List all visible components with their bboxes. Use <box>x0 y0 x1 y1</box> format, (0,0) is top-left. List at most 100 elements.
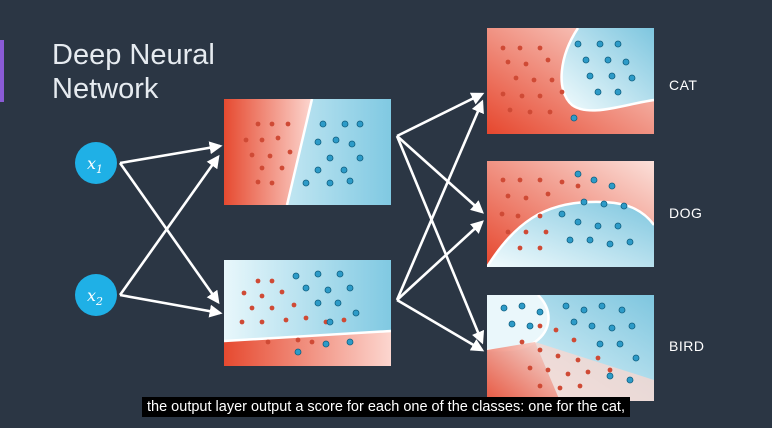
red-point <box>553 327 559 333</box>
red-point <box>500 177 506 183</box>
blue-point <box>614 222 622 230</box>
red-point <box>279 165 285 171</box>
blue-point <box>562 302 570 310</box>
blue-point <box>294 348 302 356</box>
red-point <box>545 191 551 197</box>
blue-point <box>348 140 356 148</box>
blue-points-h1 <box>302 120 364 187</box>
output-panel-dog <box>487 161 654 267</box>
red-point <box>255 121 261 127</box>
red-point <box>505 59 511 65</box>
red-point <box>285 121 291 127</box>
red-point <box>279 289 285 295</box>
arrow-h1-o1 <box>396 92 485 138</box>
red-point <box>523 229 529 235</box>
red-point <box>275 135 281 141</box>
blue-point <box>614 88 622 96</box>
blue-point <box>314 270 322 278</box>
output-panel-cat <box>487 28 654 134</box>
blue-point <box>326 179 334 187</box>
blue-point <box>558 210 566 218</box>
red-points-h2 <box>239 278 347 345</box>
red-point <box>537 245 543 251</box>
red-point <box>295 337 301 343</box>
blue-point <box>588 322 596 330</box>
red-point <box>537 323 543 329</box>
blue-point <box>606 372 614 380</box>
blue-point <box>608 182 616 190</box>
arrow-h2-o3 <box>396 298 485 352</box>
blue-point <box>508 320 516 328</box>
blue-point <box>302 284 310 292</box>
red-point <box>259 293 265 299</box>
blue-point <box>574 40 582 48</box>
red-point <box>537 45 543 51</box>
title-line-1: Deep Neural <box>52 39 215 71</box>
red-point <box>575 183 581 189</box>
red-point <box>283 317 289 323</box>
red-point <box>500 91 506 97</box>
blue-point <box>518 302 526 310</box>
blue-point <box>326 154 334 162</box>
input-node-x1: x1 <box>75 142 117 184</box>
red-point <box>517 177 523 183</box>
blue-points-o2 <box>558 170 634 248</box>
arrow-h1-o3 <box>395 135 485 345</box>
blue-point <box>574 218 582 226</box>
red-point <box>507 107 513 113</box>
blue-point <box>574 170 582 178</box>
blue-point <box>340 166 348 174</box>
blue-point <box>614 40 622 48</box>
blue-point <box>336 270 344 278</box>
arrow-x1-h2 <box>118 162 220 305</box>
caption-text: the output layer output a score for each… <box>142 397 630 417</box>
red-point <box>505 229 511 235</box>
red-point <box>291 302 297 308</box>
blue-point <box>324 286 332 294</box>
red-points-h1 <box>243 121 293 186</box>
blue-point <box>500 304 508 312</box>
red-point <box>607 367 613 373</box>
red-point <box>241 290 247 296</box>
blue-point <box>598 302 606 310</box>
red-point <box>341 317 347 323</box>
blue-point <box>632 354 640 362</box>
red-points-o1 <box>500 45 565 115</box>
blue-point <box>314 299 322 307</box>
red-point <box>595 355 601 361</box>
blue-points-o3 <box>500 302 640 384</box>
blue-point <box>586 236 594 244</box>
blue-point <box>586 72 594 80</box>
hidden-panel-2 <box>224 260 391 366</box>
blue-point <box>292 272 300 280</box>
blue-point <box>596 340 604 348</box>
output-label-bird: BIRD <box>669 338 704 354</box>
red-point <box>565 371 571 377</box>
blue-point <box>608 72 616 80</box>
video-caption: the output layer output a score for each… <box>0 397 772 417</box>
blue-point <box>594 222 602 230</box>
input-x2-base: x <box>87 286 96 305</box>
red-point <box>537 93 543 99</box>
red-point <box>249 305 255 311</box>
red-point <box>549 77 555 83</box>
blue-point <box>302 179 310 187</box>
red-points-o2 <box>499 177 581 251</box>
red-point <box>559 89 565 95</box>
red-point <box>537 383 543 389</box>
slide-title: Deep Neural Network <box>52 38 312 106</box>
red-point <box>269 180 275 186</box>
red-point <box>517 45 523 51</box>
arrow-h1-o2 <box>396 135 484 214</box>
output-panel-bird <box>487 295 654 401</box>
red-point <box>527 109 533 115</box>
red-point <box>287 149 293 155</box>
arrow-h2-o1 <box>395 99 484 301</box>
blue-point <box>626 376 634 384</box>
blue-point <box>334 299 342 307</box>
output-label-cat: CAT <box>669 77 697 93</box>
input-node-x2: x2 <box>75 274 117 316</box>
svg-text:x1: x1 <box>87 154 103 176</box>
blue-point <box>622 58 630 66</box>
